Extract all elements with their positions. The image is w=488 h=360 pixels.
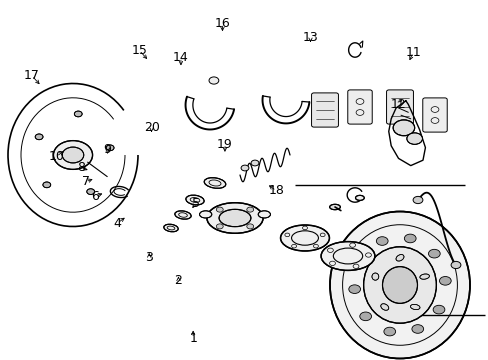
Ellipse shape bbox=[395, 255, 403, 261]
Text: 6: 6 bbox=[91, 190, 99, 203]
Ellipse shape bbox=[363, 247, 435, 323]
Text: 3: 3 bbox=[145, 251, 153, 264]
Text: 15: 15 bbox=[131, 44, 147, 57]
Circle shape bbox=[354, 256, 366, 265]
Text: 11: 11 bbox=[405, 46, 420, 59]
Ellipse shape bbox=[321, 242, 374, 270]
FancyBboxPatch shape bbox=[347, 90, 371, 124]
Circle shape bbox=[376, 237, 387, 246]
Text: 8: 8 bbox=[77, 161, 84, 174]
Circle shape bbox=[406, 133, 422, 144]
Circle shape bbox=[35, 134, 43, 140]
Circle shape bbox=[404, 234, 415, 243]
Circle shape bbox=[250, 160, 258, 166]
Ellipse shape bbox=[329, 204, 340, 210]
Text: 19: 19 bbox=[217, 138, 232, 150]
Circle shape bbox=[74, 111, 82, 117]
FancyBboxPatch shape bbox=[422, 98, 447, 132]
Circle shape bbox=[383, 327, 395, 336]
Circle shape bbox=[432, 305, 444, 314]
Text: 13: 13 bbox=[302, 31, 318, 44]
Text: 20: 20 bbox=[143, 121, 159, 134]
Text: 1: 1 bbox=[189, 332, 197, 345]
Circle shape bbox=[392, 120, 414, 136]
Ellipse shape bbox=[175, 211, 191, 219]
Text: 9: 9 bbox=[103, 143, 111, 156]
Ellipse shape bbox=[280, 225, 329, 251]
Circle shape bbox=[348, 285, 360, 293]
Ellipse shape bbox=[355, 195, 364, 201]
Circle shape bbox=[246, 224, 253, 229]
Circle shape bbox=[427, 249, 439, 258]
Ellipse shape bbox=[409, 304, 419, 310]
Circle shape bbox=[359, 312, 371, 321]
Text: 12: 12 bbox=[390, 98, 406, 111]
FancyBboxPatch shape bbox=[311, 93, 338, 127]
Ellipse shape bbox=[382, 267, 417, 303]
Circle shape bbox=[246, 207, 253, 212]
Ellipse shape bbox=[185, 195, 203, 205]
Circle shape bbox=[53, 141, 92, 170]
Text: 10: 10 bbox=[48, 150, 64, 163]
Circle shape bbox=[86, 189, 94, 194]
Text: 17: 17 bbox=[24, 69, 40, 82]
Ellipse shape bbox=[380, 304, 388, 310]
Circle shape bbox=[241, 165, 248, 171]
Text: 7: 7 bbox=[81, 175, 89, 188]
Circle shape bbox=[216, 207, 223, 212]
Text: 16: 16 bbox=[214, 17, 230, 30]
Ellipse shape bbox=[163, 224, 178, 232]
Circle shape bbox=[450, 261, 460, 269]
Circle shape bbox=[43, 182, 51, 188]
Circle shape bbox=[106, 145, 114, 151]
Circle shape bbox=[439, 276, 450, 285]
Circle shape bbox=[62, 147, 83, 163]
Circle shape bbox=[216, 224, 223, 229]
Text: 4: 4 bbox=[113, 217, 121, 230]
Ellipse shape bbox=[199, 211, 211, 218]
FancyBboxPatch shape bbox=[386, 90, 412, 124]
Ellipse shape bbox=[204, 178, 225, 188]
Text: 2: 2 bbox=[174, 274, 182, 287]
Ellipse shape bbox=[219, 210, 250, 227]
Ellipse shape bbox=[206, 203, 263, 233]
Text: 18: 18 bbox=[268, 184, 284, 197]
Circle shape bbox=[412, 197, 422, 204]
Ellipse shape bbox=[371, 273, 378, 280]
Text: 14: 14 bbox=[173, 51, 188, 64]
Ellipse shape bbox=[329, 211, 469, 359]
Text: 5: 5 bbox=[191, 197, 199, 210]
Ellipse shape bbox=[258, 211, 270, 218]
Circle shape bbox=[208, 77, 218, 84]
Ellipse shape bbox=[419, 274, 428, 279]
Circle shape bbox=[411, 325, 423, 333]
